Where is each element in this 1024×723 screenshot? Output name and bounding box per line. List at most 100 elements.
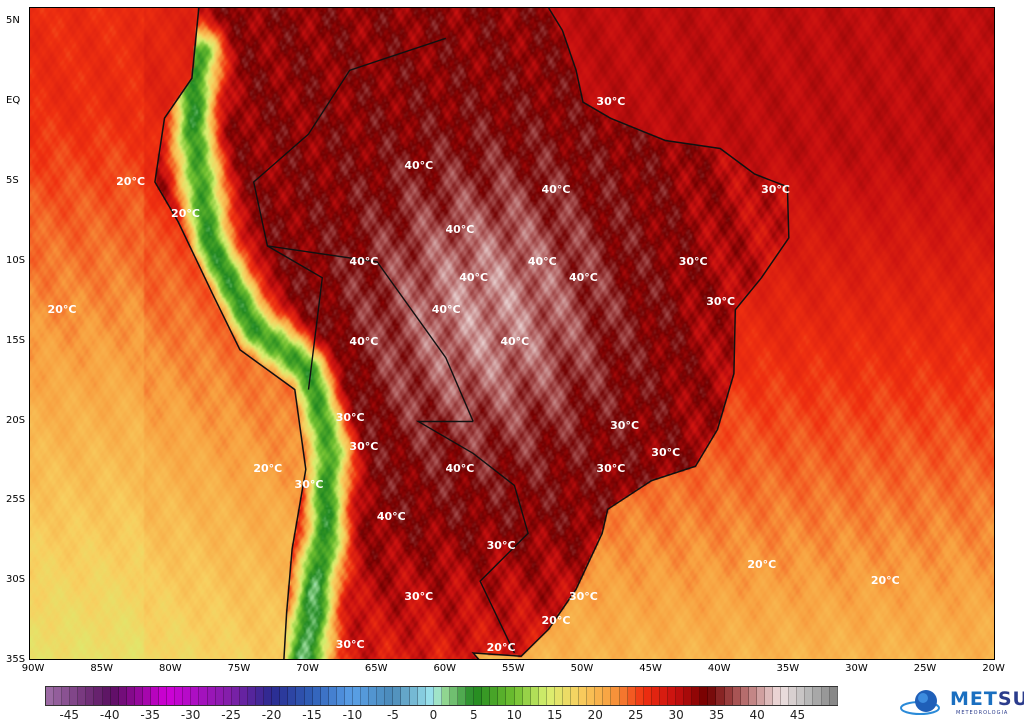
colorbar-cell xyxy=(676,687,685,705)
colorbar-tick: 0 xyxy=(429,708,438,722)
logo-brand: METSUL xyxy=(950,688,1024,710)
contour-label: 40°C xyxy=(349,334,379,348)
globe-logo-icon xyxy=(900,690,940,715)
colorbar-tick: -35 xyxy=(140,708,160,722)
colorbar-cell xyxy=(175,687,184,705)
colorbar-cell xyxy=(110,687,119,705)
lon-label: 45W xyxy=(639,663,662,674)
contour-label: 20°C xyxy=(47,302,77,316)
lon-label: 30W xyxy=(845,663,868,674)
colorbar-cell xyxy=(708,687,717,705)
colorbar-cell xyxy=(595,687,604,705)
colorbar-cell xyxy=(506,687,515,705)
colorbar-cell xyxy=(272,687,281,705)
colorbar-cell xyxy=(296,687,305,705)
colorbar-cell xyxy=(821,687,830,705)
contour-label: 20°C xyxy=(747,558,777,572)
colorbar-cell xyxy=(134,687,143,705)
contour-label: 40°C xyxy=(376,510,406,524)
contour-label: 40°C xyxy=(568,270,598,284)
colorbar-cell xyxy=(344,687,353,705)
contour-label: 40°C xyxy=(445,222,475,236)
colorbar-cell xyxy=(659,687,669,705)
colorbar-cell xyxy=(724,687,733,705)
lon-label: 65W xyxy=(364,663,388,674)
lat-label: 20S xyxy=(6,414,26,426)
colorbar-cell xyxy=(538,687,547,705)
colorbar-cell xyxy=(46,687,55,705)
colorbar-cell xyxy=(466,687,475,705)
colorbar-cell xyxy=(102,687,111,705)
colorbar-cell xyxy=(94,687,103,705)
contour-label: 30°C xyxy=(706,294,736,308)
colorbar-cell xyxy=(126,687,135,705)
colorbar-tick: -20 xyxy=(261,708,282,722)
colorbar-cell xyxy=(320,687,329,705)
contour-label: 30°C xyxy=(596,462,626,476)
lat-label: 30S xyxy=(6,574,26,586)
temperature-field xyxy=(30,8,994,659)
colorbar-cell xyxy=(239,687,248,705)
colorbar-cell xyxy=(304,687,313,705)
contour-label: 30°C xyxy=(761,183,790,196)
contour-label: 40°C xyxy=(431,302,461,316)
country-border xyxy=(267,245,474,422)
colorbar-cell xyxy=(587,687,596,705)
colorbar-cell xyxy=(142,687,152,705)
contour-label: 40°C xyxy=(500,334,530,348)
colorbar-cell xyxy=(692,687,701,705)
contour-label: 30°C xyxy=(335,638,365,652)
lat-label: 25S xyxy=(6,494,26,506)
colorbar-cell xyxy=(280,687,289,705)
lat-label: 35S xyxy=(6,654,26,665)
colorbar-cell xyxy=(716,687,725,705)
colorbar-cell xyxy=(441,687,450,705)
colorbar-tick: -25 xyxy=(221,708,241,722)
colorbar-tick: -30 xyxy=(180,708,201,722)
colorbar-cell xyxy=(70,687,79,705)
contour-label: 30°C xyxy=(486,539,516,553)
colorbar-cell xyxy=(490,687,499,705)
contour-label: 30°C xyxy=(596,95,626,109)
colorbar-cell xyxy=(183,687,192,705)
contour-label: 20°C xyxy=(870,574,900,588)
colorbar xyxy=(45,686,838,706)
colorbar-cell xyxy=(231,687,240,705)
colorbar-cell xyxy=(409,687,418,705)
lon-label: 55W xyxy=(502,663,525,674)
logo-subtitle: METEOROLOGIA xyxy=(956,710,1009,716)
colorbar-cell xyxy=(579,687,588,705)
lon-label: 25W xyxy=(913,663,937,674)
contour-label: 30°C xyxy=(404,590,434,604)
colorbar-cell xyxy=(781,687,790,705)
colorbar-cell xyxy=(352,687,362,705)
colorbar-cell xyxy=(732,687,741,705)
contour-label: 30°C xyxy=(335,411,365,425)
colorbar-cell xyxy=(62,687,71,705)
colorbar-tick: -45 xyxy=(59,708,80,722)
colorbar-cell xyxy=(700,687,709,705)
colorbar-tick: 10 xyxy=(506,708,522,722)
colorbar-cell xyxy=(401,687,410,705)
colorbar-cell xyxy=(740,687,749,705)
contour-label: 30°C xyxy=(568,590,598,604)
lat-label: 10S xyxy=(6,254,26,266)
colorbar-cell xyxy=(773,687,782,705)
colorbar-cell xyxy=(385,687,394,705)
contour-label: 30°C xyxy=(651,446,681,460)
colorbar-tick: -15 xyxy=(302,708,322,722)
colorbar-cell xyxy=(756,687,765,705)
colorbar-tick: -40 xyxy=(99,708,120,722)
colorbar-cell xyxy=(684,687,693,705)
contour-label: 30°C xyxy=(678,254,708,268)
contour-label: 30°C xyxy=(349,440,379,454)
colorbar-cell xyxy=(54,687,63,705)
colorbar-cell xyxy=(643,687,652,705)
colorbar-cell xyxy=(247,687,257,705)
lat-label: 5S xyxy=(6,175,19,187)
contour-label: 20°C xyxy=(541,614,571,628)
colorbar-cell xyxy=(797,687,806,705)
colorbar-cell xyxy=(288,687,297,705)
colorbar-tick: -10 xyxy=(342,708,363,722)
metsul-logo: METSUL METEOROLOGIA xyxy=(900,688,1024,718)
